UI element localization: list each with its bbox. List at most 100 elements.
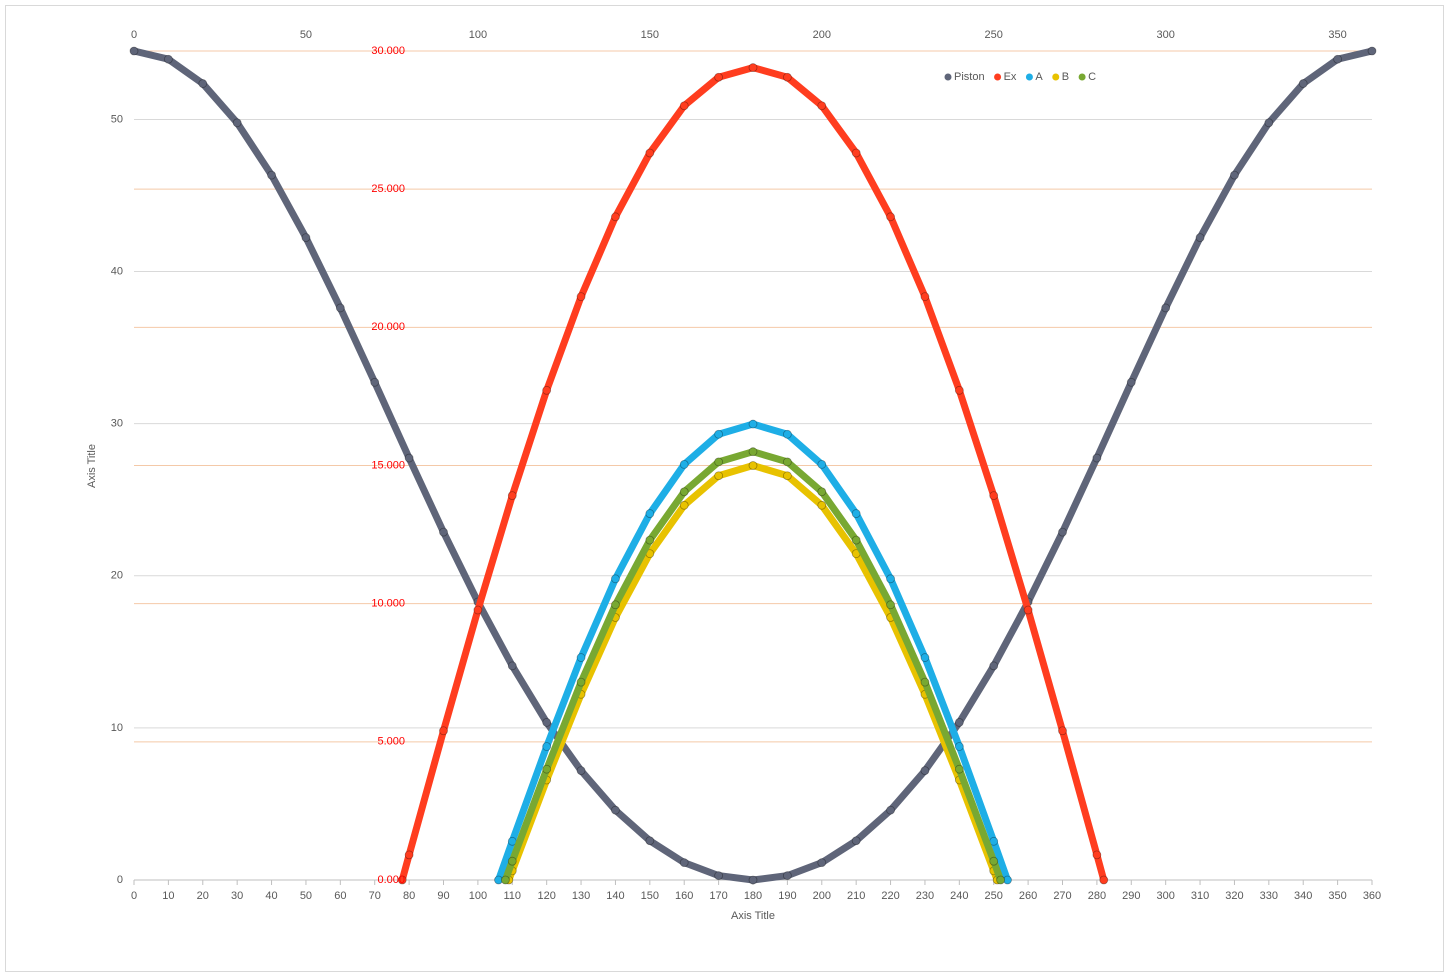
y2-tick-label: 5.000 [377,736,405,748]
legend-marker [1052,73,1060,81]
x-tick-label: 0 [131,890,137,902]
point [989,661,999,671]
y-tick-label: 30 [111,418,123,430]
point [1092,850,1102,860]
x-tick-label: 270 [1053,890,1071,902]
point [129,46,139,56]
point [404,850,414,860]
y-tick-label: 0 [117,874,123,886]
x2-tick-label: 0 [131,29,137,41]
point [920,766,930,776]
x-tick-label: 190 [778,890,796,902]
point [851,535,861,545]
point [714,871,724,880]
x-tick-label: 150 [641,890,659,902]
point [886,574,895,584]
point [817,101,827,111]
x2-tick-label: 300 [1156,29,1174,41]
x-tick-label: 330 [1260,890,1278,902]
x-tick-label: 170 [709,890,727,902]
x-tick-label: 260 [1019,890,1037,902]
point [1367,46,1377,56]
legend-label: Piston [954,71,985,83]
point [473,605,483,615]
x-tick-label: 60 [334,890,346,902]
point [232,118,242,128]
x-tick-label: 30 [231,890,243,902]
point [397,875,407,885]
x-tick-label: 100 [469,890,487,902]
x-tick-label: 200 [813,890,831,902]
y2-tick-label: 30.000 [371,45,405,57]
y2-tick-label: 15.000 [371,459,405,471]
x-tick-label: 320 [1225,890,1243,902]
y-axis-title: Axis Title [86,444,98,488]
point [198,79,208,88]
point [301,233,311,243]
point [996,875,1005,885]
point [611,574,620,584]
legend-label: C [1088,71,1096,83]
legend-marker [994,73,1002,81]
x-axis-title: Axis Title [731,910,775,922]
x-tick-label: 340 [1294,890,1312,902]
point [679,858,689,868]
x-tick-label: 360 [1363,890,1381,902]
point [1195,233,1205,243]
x-tick-label: 230 [916,890,934,902]
point [1298,79,1308,88]
x-tick-label: 210 [847,890,865,902]
point [439,726,448,736]
point [714,471,724,481]
legend-marker [944,73,952,81]
x-tick-label: 160 [675,890,693,902]
point [886,805,895,815]
x2-tick-label: 200 [813,29,831,41]
point [851,509,861,518]
point [954,742,964,751]
y2-tick-label: 10.000 [371,598,405,610]
y2-tick-label: 25.000 [371,183,405,195]
plot-area [129,46,1377,885]
point [645,836,655,846]
point [1023,605,1033,615]
point [782,871,792,880]
x-tick-label: 250 [985,890,1003,902]
point [748,875,758,885]
x-tick-label: 220 [881,890,899,902]
point [1161,303,1171,313]
point [645,535,655,545]
point [748,63,758,72]
x-tick-label: 70 [369,890,381,902]
point [1264,118,1274,128]
x-tick-label: 50 [300,890,312,902]
point [714,457,724,467]
point [817,858,827,868]
point [576,677,586,687]
x2-tick-label: 350 [1328,29,1346,41]
point [782,471,792,481]
x-tick-label: 290 [1122,890,1140,902]
point [817,500,827,510]
y-tick-label: 10 [111,722,123,734]
x-tick-label: 20 [197,890,209,902]
legend-label: B [1062,71,1069,83]
x-tick-label: 110 [504,890,522,902]
x2-tick-label: 150 [641,29,659,41]
point [679,459,689,469]
legend-label: Ex [1004,71,1017,83]
x-tick-label: 240 [950,890,968,902]
y-tick-label: 50 [111,113,123,125]
point [748,447,758,457]
point [507,661,517,671]
point [163,54,173,64]
y-tick-label: 40 [111,265,123,277]
point [679,487,689,497]
point [817,487,827,497]
point [576,653,586,662]
x-tick-label: 180 [744,890,762,902]
point [542,385,552,395]
x-tick-label: 40 [265,890,277,902]
point [370,377,380,387]
point [989,856,999,866]
